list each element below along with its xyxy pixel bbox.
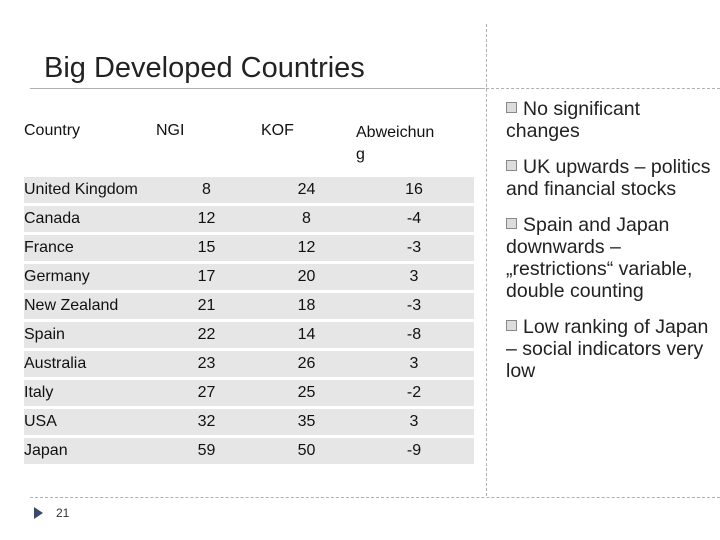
cell-country: United Kingdom [24, 181, 138, 198]
table-row: France 15 12 -3 [24, 235, 474, 261]
bullet-text: Spain and Japan downwards – „restriction… [506, 214, 693, 302]
cell-ngi: 15 [197, 239, 216, 256]
header-abweichung: Abweichun g [354, 111, 474, 174]
header-abweichung-line2: g [356, 146, 365, 163]
square-bullet-icon [506, 320, 517, 332]
cell-country: New Zealand [24, 297, 119, 314]
bullet-text: UK upwards – politics and financial stoc… [506, 156, 711, 200]
cell-ngi: 59 [197, 442, 216, 459]
cell-kof: 24 [297, 181, 316, 198]
cell-abweichung: 3 [409, 355, 419, 372]
cell-ngi: 32 [197, 413, 216, 430]
cell-abweichung: -8 [406, 326, 422, 343]
header-country: Country [24, 111, 154, 174]
cell-kof: 12 [297, 239, 316, 256]
table-row: Spain 22 14 -8 [24, 322, 474, 348]
cell-kof: 50 [297, 442, 316, 459]
cell-country: Germany [24, 268, 90, 285]
countries-table: Country NGI KOF Abweichun g United Kingdo… [24, 108, 474, 467]
square-bullet-icon [506, 160, 517, 172]
cell-kof: 20 [297, 268, 316, 285]
cell-abweichung: 3 [409, 268, 419, 285]
cell-abweichung: -4 [406, 210, 422, 227]
cell-abweichung: 16 [405, 181, 423, 198]
table-row: Canada 12 8 -4 [24, 206, 474, 232]
table-row: New Zealand 21 18 -3 [24, 293, 474, 319]
bullet-item: No significant changes [506, 98, 716, 142]
bullet-text: Low ranking of Japan – social indicators… [506, 316, 709, 382]
cell-abweichung: -2 [406, 384, 422, 401]
slide-title: Big Developed Countries [44, 52, 365, 84]
table-row: Australia 23 26 3 [24, 351, 474, 377]
bullet-item: UK upwards – politics and financial stoc… [506, 156, 716, 200]
cell-abweichung: 3 [409, 413, 419, 430]
cell-ngi: 8 [202, 181, 211, 198]
bullet-list: No significant changes UK upwards – poli… [506, 98, 716, 396]
bullet-text: No significant changes [506, 98, 641, 142]
cell-country: Canada [24, 210, 81, 227]
cell-ngi: 17 [197, 268, 216, 285]
cell-kof: 25 [297, 384, 316, 401]
cell-abweichung: -3 [406, 297, 422, 314]
cell-ngi: 27 [197, 384, 216, 401]
cell-ngi: 21 [197, 297, 216, 314]
cell-ngi: 23 [197, 355, 216, 372]
title-divider [30, 88, 485, 89]
cell-kof: 14 [297, 326, 316, 343]
cell-kof: 18 [297, 297, 316, 314]
header-ngi: NGI [154, 111, 259, 174]
cell-country: Australia [24, 355, 87, 372]
cell-kof: 35 [297, 413, 316, 430]
bullet-item: Spain and Japan downwards – „restriction… [506, 214, 716, 302]
top-right-divider [486, 88, 720, 89]
cell-country: Spain [24, 326, 65, 343]
bullet-item: Low ranking of Japan – social indicators… [506, 316, 716, 382]
table-row: Italy 27 25 -2 [24, 380, 474, 406]
cell-ngi: 22 [197, 326, 216, 343]
header-kof: KOF [259, 111, 354, 174]
triangle-arrow-icon [34, 507, 43, 519]
cell-country: Japan [24, 442, 68, 459]
table-row: Japan 59 50 -9 [24, 438, 474, 464]
page-number: 21 [56, 506, 70, 520]
table-row: United Kingdom 8 24 16 [24, 177, 474, 203]
cell-country: France [24, 239, 74, 256]
cell-kof: 26 [297, 355, 316, 372]
header-abweichung-line1: Abweichun [356, 124, 435, 141]
square-bullet-icon [506, 218, 517, 230]
cell-kof: 8 [302, 210, 311, 227]
bottom-divider [30, 497, 720, 498]
table-row: Germany 17 20 3 [24, 264, 474, 290]
cell-abweichung: -9 [406, 442, 422, 459]
square-bullet-icon [506, 102, 517, 114]
cell-abweichung: -3 [406, 239, 422, 256]
cell-country: USA [24, 413, 57, 430]
vertical-divider [486, 24, 487, 496]
table-row: USA 32 35 3 [24, 409, 474, 435]
cell-ngi: 12 [197, 210, 216, 227]
cell-country: Italy [24, 384, 54, 401]
